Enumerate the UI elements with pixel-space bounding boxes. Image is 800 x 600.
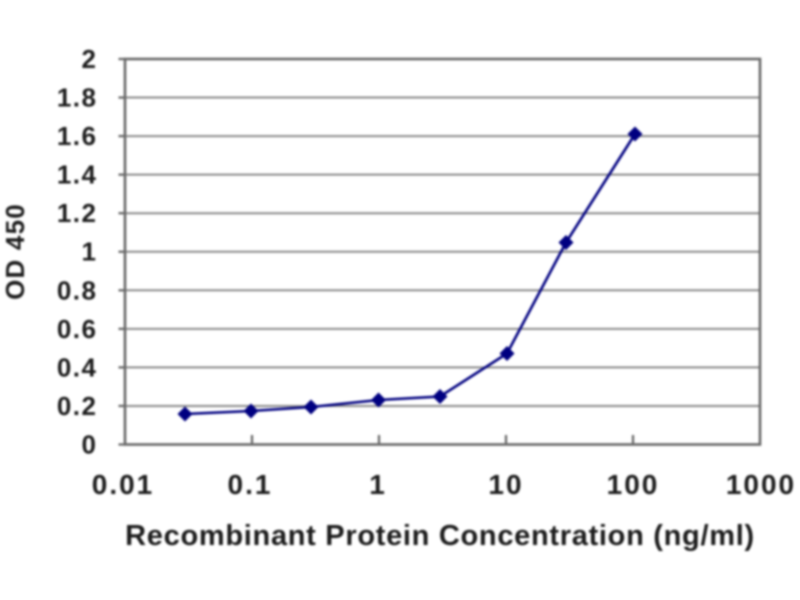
svg-text:0.4: 0.4	[57, 352, 98, 382]
svg-text:OD 450: OD 450	[0, 203, 30, 300]
svg-text:0.01: 0.01	[92, 469, 155, 500]
svg-text:0.8: 0.8	[57, 275, 98, 305]
svg-text:1.6: 1.6	[57, 121, 98, 151]
svg-text:0.2: 0.2	[57, 391, 98, 421]
svg-text:0: 0	[82, 430, 98, 460]
svg-text:1.8: 1.8	[57, 83, 98, 113]
svg-text:2: 2	[82, 44, 98, 74]
svg-text:1.4: 1.4	[57, 160, 98, 190]
svg-text:Recombinant Protein Concentrat: Recombinant Protein Concentration (ng/ml…	[125, 520, 755, 552]
svg-text:10: 10	[488, 469, 523, 500]
svg-text:0.6: 0.6	[57, 314, 98, 344]
svg-text:0.1: 0.1	[228, 469, 273, 500]
svg-text:1000: 1000	[726, 469, 796, 500]
svg-text:1: 1	[82, 237, 98, 267]
svg-text:100: 100	[607, 469, 660, 500]
svg-text:1: 1	[369, 469, 387, 500]
svg-text:1.2: 1.2	[57, 198, 98, 228]
